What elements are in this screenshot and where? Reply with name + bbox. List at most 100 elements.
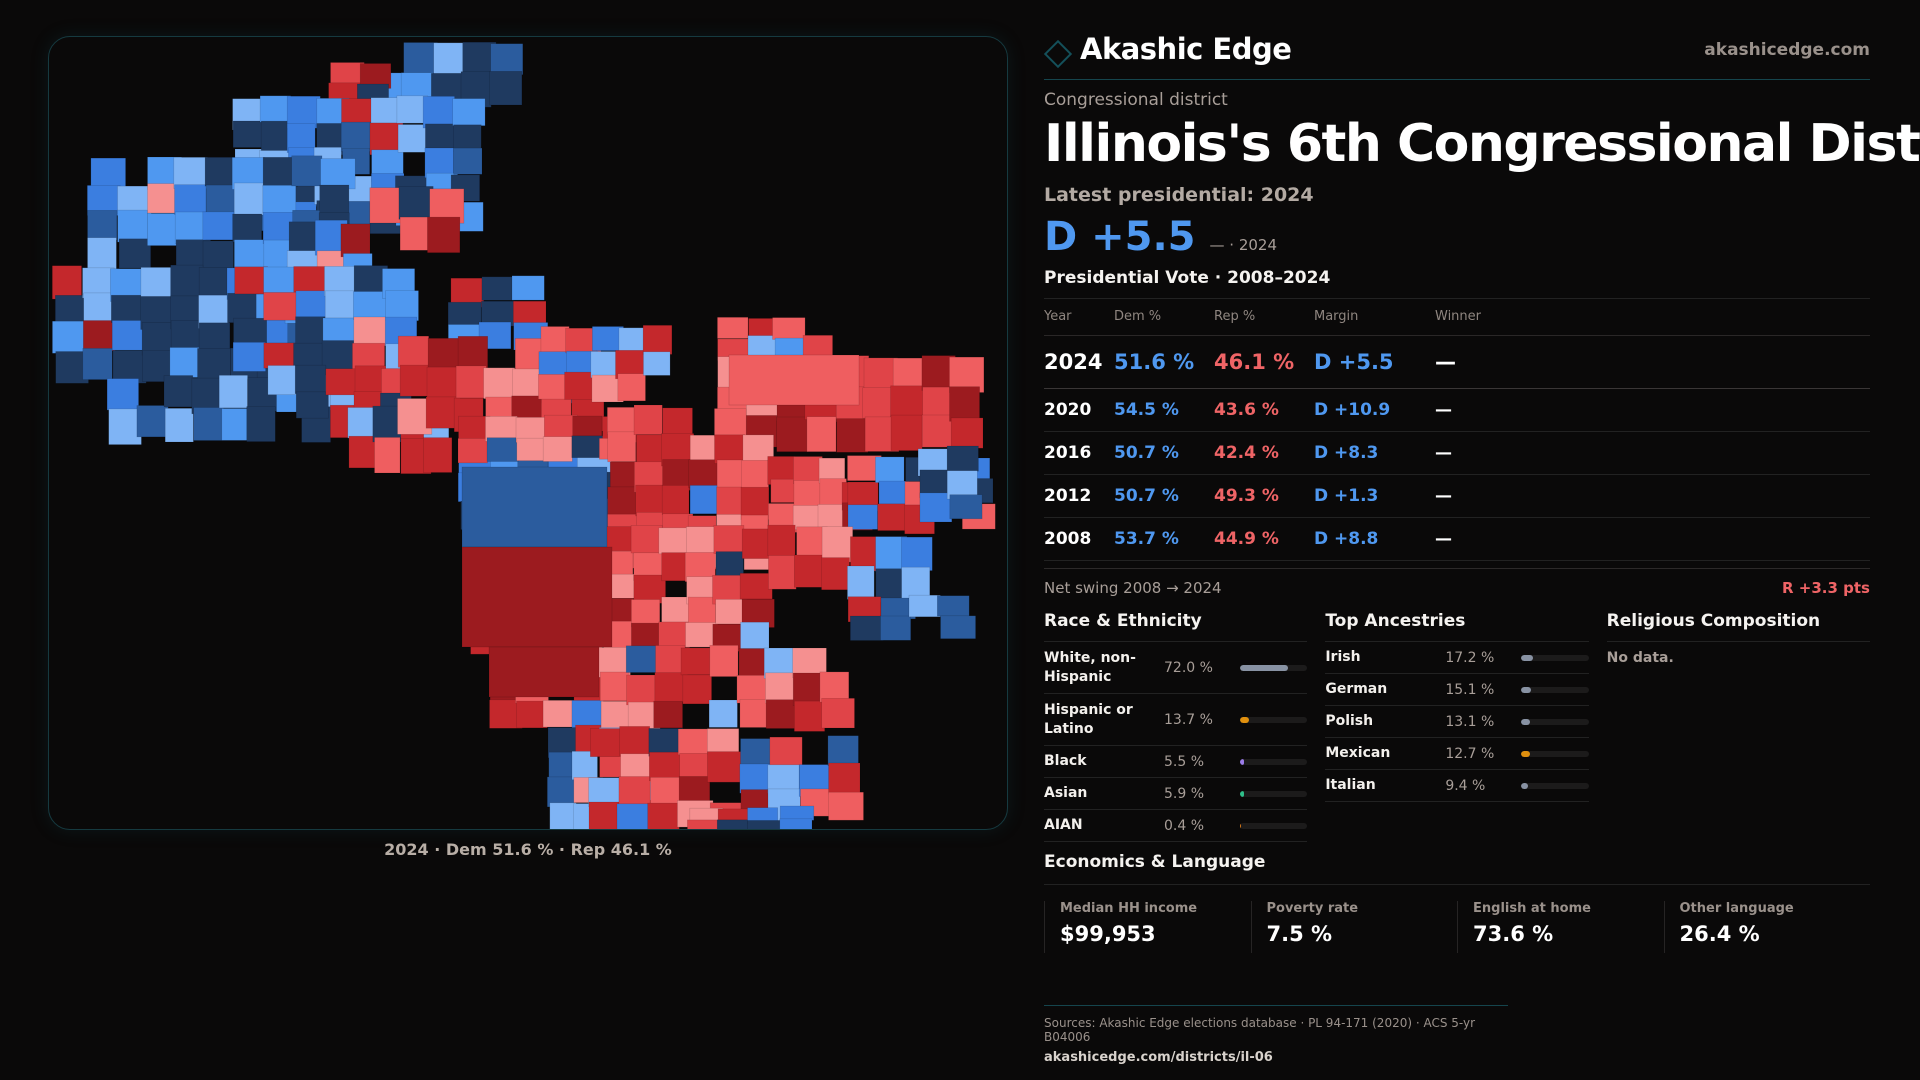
precinct-map[interactable] (49, 37, 1008, 830)
district-map-panel[interactable] (48, 36, 1008, 830)
precinct-shape[interactable] (717, 316, 749, 339)
precinct-shape[interactable] (233, 182, 268, 216)
precinct-shape[interactable] (293, 266, 326, 293)
precinct-shape[interactable] (369, 122, 404, 156)
precinct-shape[interactable] (616, 803, 652, 830)
precinct-shape[interactable] (708, 699, 738, 728)
precinct-shape[interactable] (118, 238, 151, 269)
precinct-shape[interactable] (511, 275, 545, 301)
precinct-shape[interactable] (483, 367, 516, 399)
precinct-shape[interactable] (321, 340, 356, 370)
precinct-shape[interactable] (234, 239, 265, 271)
precinct-shape[interactable] (110, 294, 144, 324)
precinct-shape[interactable] (875, 456, 905, 483)
precinct-shape[interactable] (877, 503, 907, 531)
precinct-shape[interactable] (630, 599, 661, 628)
precinct-shape[interactable] (516, 437, 547, 462)
precinct-shape[interactable] (765, 672, 799, 704)
precinct-shape[interactable] (741, 459, 769, 491)
precinct-shape[interactable] (728, 354, 860, 406)
precinct-shape[interactable] (246, 406, 276, 442)
precinct-shape[interactable] (682, 674, 712, 705)
precinct-shape[interactable] (714, 408, 747, 437)
precinct-shape[interactable] (709, 644, 739, 677)
precinct-shape[interactable] (542, 699, 577, 728)
precinct-shape[interactable] (486, 437, 519, 462)
precinct-shape[interactable] (677, 728, 711, 756)
precinct-shape[interactable] (565, 327, 597, 354)
district-permalink[interactable]: akashicedge.com/districts/il-06 (1044, 1050, 1273, 1065)
precinct-shape[interactable] (457, 438, 488, 464)
precinct-shape[interactable] (136, 405, 169, 438)
precinct-shape[interactable] (571, 700, 604, 730)
precinct-shape[interactable] (769, 736, 803, 766)
precinct-shape[interactable] (626, 674, 659, 706)
precinct-shape[interactable] (678, 776, 711, 803)
precinct-shape[interactable] (218, 374, 248, 409)
precinct-shape[interactable] (398, 186, 434, 220)
precinct-shape[interactable] (878, 480, 910, 506)
precinct-shape[interactable] (173, 157, 208, 189)
precinct-shape[interactable] (922, 386, 953, 420)
precinct-shape[interactable] (227, 292, 260, 324)
precinct-shape[interactable] (564, 371, 596, 400)
precinct-shape[interactable] (740, 621, 770, 649)
precinct-shape[interactable] (546, 776, 576, 808)
precinct-shape[interactable] (452, 98, 486, 126)
precinct-shape[interactable] (707, 751, 742, 783)
precinct-shape[interactable] (658, 621, 691, 648)
precinct-shape[interactable] (340, 223, 371, 258)
precinct-shape[interactable] (488, 646, 600, 698)
precinct-shape[interactable] (714, 434, 746, 464)
precinct-shape[interactable] (618, 776, 651, 808)
precinct-shape[interactable] (767, 524, 796, 557)
precinct-shape[interactable] (117, 209, 148, 243)
precinct-shape[interactable] (643, 351, 671, 376)
precinct-shape[interactable] (369, 187, 403, 224)
precinct-shape[interactable] (260, 120, 290, 153)
precinct-shape[interactable] (880, 615, 912, 641)
precinct-shape[interactable] (635, 484, 667, 517)
precinct-shape[interactable] (461, 546, 613, 648)
precinct-shape[interactable] (936, 595, 970, 617)
precinct-shape[interactable] (549, 802, 577, 830)
precinct-shape[interactable] (779, 818, 813, 830)
precinct-shape[interactable] (792, 672, 824, 706)
precinct-shape[interactable] (689, 434, 719, 463)
precinct-shape[interactable] (793, 480, 825, 508)
precinct-shape[interactable] (685, 622, 719, 648)
precinct-shape[interactable] (422, 95, 455, 129)
precinct-shape[interactable] (653, 700, 683, 729)
precinct-shape[interactable] (648, 751, 681, 782)
precinct-shape[interactable] (396, 95, 428, 124)
precinct-shape[interactable] (736, 674, 770, 704)
precinct-shape[interactable] (170, 320, 204, 349)
precinct-shape[interactable] (295, 391, 329, 419)
precinct-shape[interactable] (793, 456, 823, 484)
precinct-shape[interactable] (689, 485, 720, 515)
precinct-shape[interactable] (946, 445, 979, 472)
precinct-shape[interactable] (828, 791, 864, 821)
precinct-shape[interactable] (87, 210, 118, 241)
precinct-shape[interactable] (320, 158, 356, 190)
precinct-shape[interactable] (827, 735, 859, 767)
precinct-shape[interactable] (949, 494, 983, 520)
precinct-shape[interactable] (424, 147, 454, 179)
precinct-shape[interactable] (385, 290, 419, 322)
precinct-shape[interactable] (490, 43, 524, 75)
precinct-shape[interactable] (739, 572, 773, 600)
precinct-shape[interactable] (747, 820, 782, 830)
precinct-shape[interactable] (263, 342, 298, 369)
precinct-shape[interactable] (259, 95, 292, 123)
precinct-shape[interactable] (204, 157, 236, 187)
precinct-shape[interactable] (806, 416, 837, 453)
precinct-shape[interactable] (374, 437, 401, 474)
precinct-shape[interactable] (427, 216, 461, 254)
precinct-shape[interactable] (540, 326, 570, 356)
precinct-shape[interactable] (295, 290, 328, 322)
precinct-shape[interactable] (322, 317, 359, 344)
precinct-shape[interactable] (163, 375, 194, 408)
precinct-shape[interactable] (399, 364, 430, 397)
precinct-shape[interactable] (647, 802, 680, 830)
precinct-shape[interactable] (294, 364, 327, 395)
